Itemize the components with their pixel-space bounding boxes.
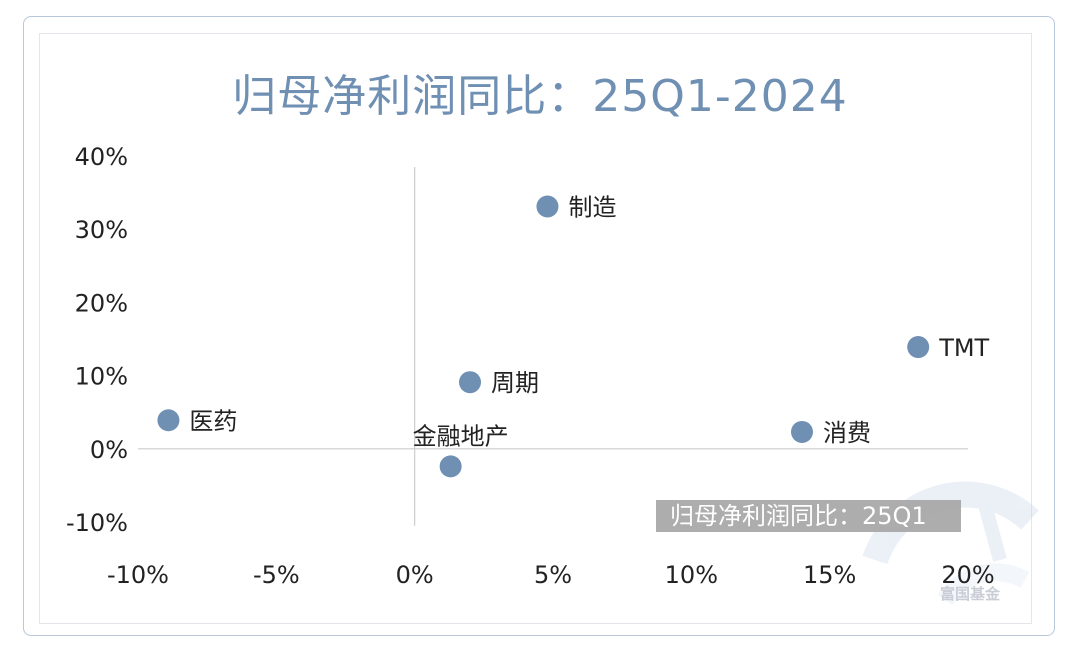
data-point-label: 消费: [823, 419, 871, 447]
brand-watermark: 富国基金: [940, 585, 1001, 603]
y-tick-label: 20%: [75, 289, 128, 317]
y-tick-label: 10%: [75, 363, 128, 391]
data-point-label: 医药: [189, 407, 237, 435]
x-tick-label: 10%: [665, 561, 718, 589]
fund-logo-watermark: [862, 481, 1039, 606]
watermark-caption: 归母净利润同比：25Q1: [656, 500, 961, 532]
y-tick-label: 30%: [75, 216, 128, 244]
axes: [138, 166, 968, 526]
x-tick-labels: -10% -5% 0% 5% 10% 15% 20%: [107, 561, 995, 589]
data-point-label: 金融地产: [413, 422, 509, 450]
x-tick-label: 15%: [803, 561, 856, 589]
x-tick-label: -5%: [253, 561, 300, 589]
chart-title: 归母净利润同比：25Q1-2024: [232, 71, 848, 122]
x-tick-label: 5%: [534, 561, 572, 589]
data-point: [157, 409, 180, 432]
x-tick-label: 0%: [396, 561, 434, 589]
data-point-label: TMT: [938, 334, 989, 362]
y-tick-label: -10%: [66, 509, 128, 537]
data-point: [791, 420, 813, 443]
y-tick-label: 0%: [90, 436, 128, 464]
data-point: [459, 371, 481, 394]
y-tick-label: 40%: [75, 143, 128, 171]
x-tick-label: -10%: [107, 561, 169, 589]
data-point: [536, 195, 559, 218]
data-point: [907, 336, 930, 359]
data-point-label: 制造: [568, 194, 616, 222]
y-tick-labels: 40% 30% 20% 10% 0% -10%: [66, 143, 128, 537]
data-point-label: 周期: [491, 369, 539, 397]
data-point: [439, 455, 462, 478]
x-tick-label: 20%: [941, 561, 994, 589]
